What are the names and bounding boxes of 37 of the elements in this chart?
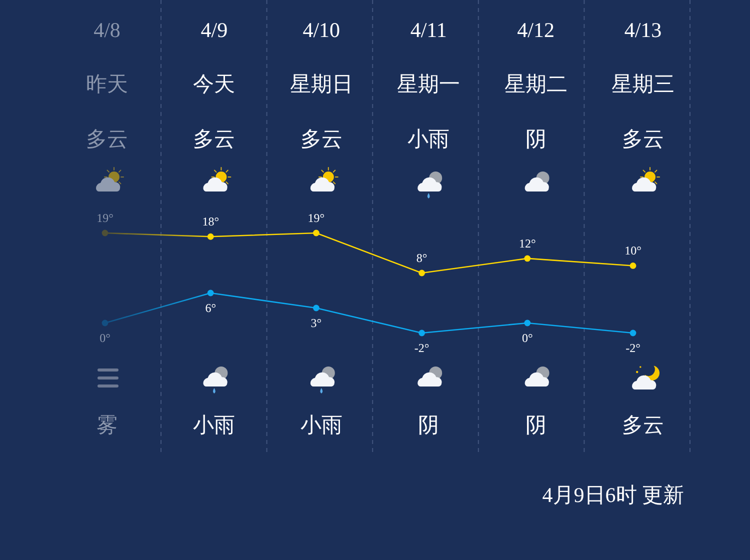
annotation: 4月9日6时 更新 xyxy=(542,483,684,507)
value-label: 10° xyxy=(624,244,642,258)
x-tick-label: 4/10 xyxy=(302,18,340,42)
annotation: 多云 xyxy=(622,127,664,151)
annotation: 阴 xyxy=(418,413,440,437)
annotation: 星期二 xyxy=(504,72,568,96)
annotation: 小雨 xyxy=(408,127,450,151)
x-tick-label: 4/11 xyxy=(410,18,447,42)
annotation: 多云 xyxy=(300,127,342,151)
value-label: 18° xyxy=(202,214,219,229)
annotation: 多云 xyxy=(622,413,664,437)
annotation: 小雨 xyxy=(300,413,342,437)
value-label: 8° xyxy=(416,251,428,265)
annotation: 今天 xyxy=(193,72,236,96)
annotation: 星期一 xyxy=(397,72,460,96)
x-tick-label: 4/13 xyxy=(624,18,662,42)
annotation: 星期三 xyxy=(612,72,674,96)
annotation: 小雨 xyxy=(193,413,236,437)
x-tick-label: 4/9 xyxy=(200,18,228,42)
value-label: 0° xyxy=(100,331,110,345)
value-label: 0° xyxy=(522,331,533,345)
value-label: 19° xyxy=(96,211,114,225)
value-label: -2° xyxy=(414,341,430,355)
annotation: 多云 xyxy=(86,127,128,151)
annotation: 多云 xyxy=(193,127,236,151)
annotation: 星期日 xyxy=(290,72,353,96)
annotation: 阴 xyxy=(525,413,546,437)
value-label: 19° xyxy=(308,211,325,225)
value-label: 3° xyxy=(310,316,322,330)
value-label: 6° xyxy=(205,301,216,315)
annotation: 雾 xyxy=(96,413,118,437)
annotation: 昨天 xyxy=(86,72,128,96)
x-tick-label: 4/8 xyxy=(94,18,120,42)
annotation: 阴 xyxy=(525,127,546,151)
value-label: 12° xyxy=(519,236,536,250)
value-label: -2° xyxy=(626,341,640,355)
x-tick-label: 4/12 xyxy=(517,18,554,42)
